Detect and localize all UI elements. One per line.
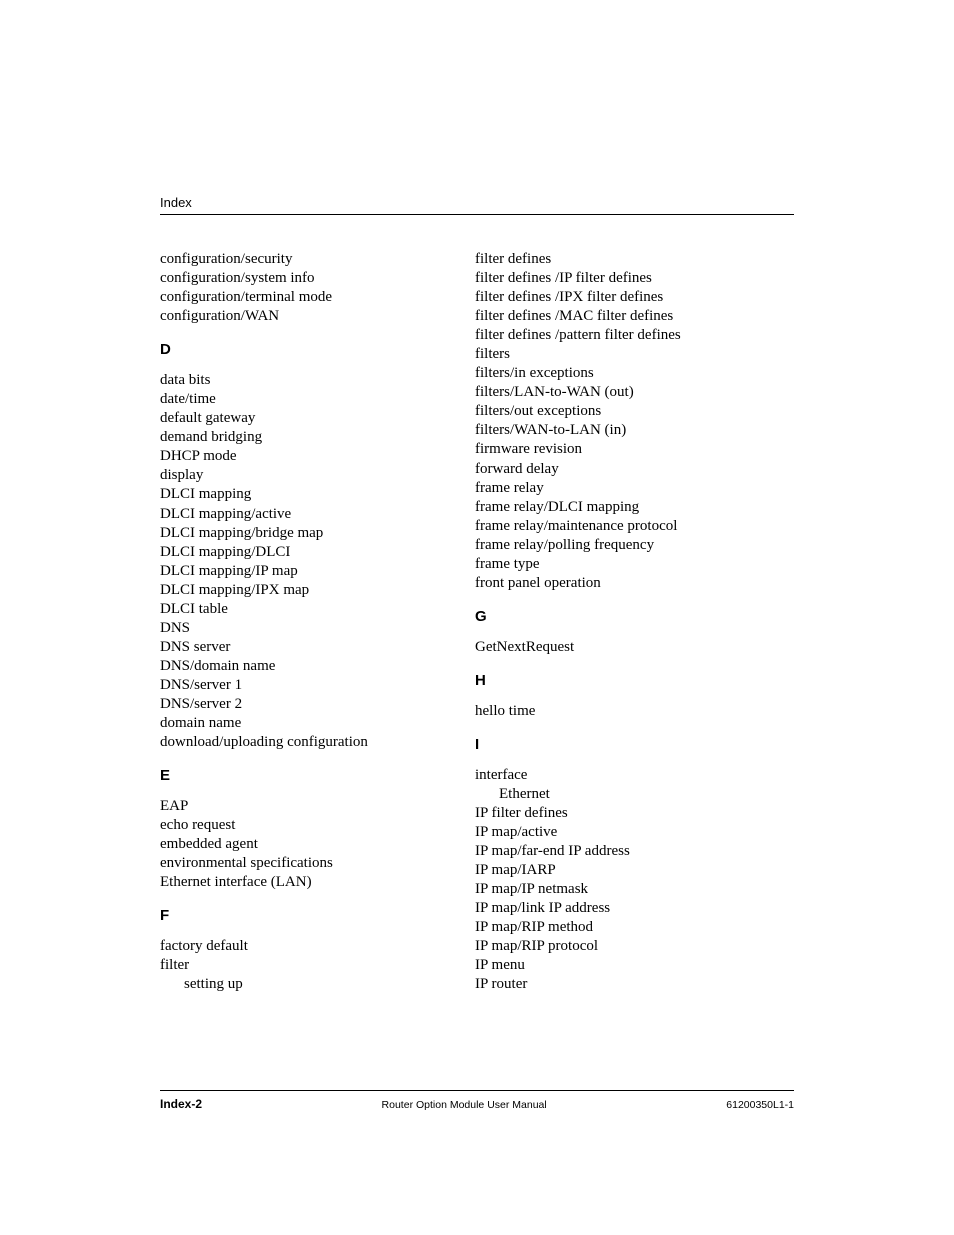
index-entry: frame relay/polling frequency	[475, 536, 780, 555]
index-entry: configuration/terminal mode	[160, 288, 465, 307]
left-column: configuration/securityconfiguration/syst…	[160, 250, 465, 995]
index-entry: IP map/far-end IP address	[475, 842, 780, 861]
index-entry: filters/in exceptions	[475, 364, 780, 383]
index-entry: filters/out exceptions	[475, 402, 780, 421]
index-entry: DLCI mapping	[160, 485, 465, 504]
index-entry: data bits	[160, 371, 465, 390]
index-entry: DNS	[160, 619, 465, 638]
index-entry: configuration/security	[160, 250, 465, 269]
index-section-letter: F	[160, 907, 465, 924]
index-entry: download/uploading configuration	[160, 733, 465, 752]
index-entry: embedded agent	[160, 835, 465, 854]
index-entry: filters/WAN-to-LAN (in)	[475, 421, 780, 440]
index-entry: filter defines /pattern filter defines	[475, 326, 780, 345]
index-entry: frame relay	[475, 479, 780, 498]
index-entry: DLCI mapping/IP map	[160, 562, 465, 581]
index-entry: frame type	[475, 555, 780, 574]
index-entry: DNS server	[160, 638, 465, 657]
index-entry: IP map/active	[475, 823, 780, 842]
footer-manual-title: Router Option Module User Manual	[202, 1099, 726, 1111]
index-entry: DLCI mapping/active	[160, 505, 465, 524]
index-entry: demand bridging	[160, 428, 465, 447]
index-entry: firmware revision	[475, 440, 780, 459]
index-entry: configuration/system info	[160, 269, 465, 288]
index-entry: IP menu	[475, 956, 780, 975]
header-label: Index	[160, 195, 794, 210]
index-entry: filter	[160, 956, 465, 975]
index-entry: setting up	[160, 975, 465, 994]
page-footer: Index-2 Router Option Module User Manual…	[160, 1090, 794, 1111]
index-entry: DNS/server 1	[160, 676, 465, 695]
index-entry: hello time	[475, 702, 780, 721]
index-entry: filter defines	[475, 250, 780, 269]
index-entry: DLCI mapping/DLCI	[160, 543, 465, 562]
index-entry: frame relay/maintenance protocol	[475, 517, 780, 536]
index-entry: echo request	[160, 816, 465, 835]
index-entry: EAP	[160, 797, 465, 816]
index-section-letter: D	[160, 341, 465, 358]
index-entry: date/time	[160, 390, 465, 409]
index-entry: display	[160, 466, 465, 485]
index-entry: IP router	[475, 975, 780, 994]
index-entry: frame relay/DLCI mapping	[475, 498, 780, 517]
index-entry: environmental specifications	[160, 854, 465, 873]
index-entry: filter defines /IP filter defines	[475, 269, 780, 288]
header-rule: Index	[160, 195, 794, 215]
index-entry: DLCI mapping/IPX map	[160, 581, 465, 600]
index-entry: GetNextRequest	[475, 638, 780, 657]
index-entry: DLCI mapping/bridge map	[160, 524, 465, 543]
index-entry: filters/LAN-to-WAN (out)	[475, 383, 780, 402]
footer-doc-number: 61200350L1-1	[726, 1099, 794, 1111]
index-entry: DHCP mode	[160, 447, 465, 466]
index-entry: Ethernet	[475, 785, 780, 804]
footer-page-number: Index-2	[160, 1097, 202, 1111]
index-entry: filters	[475, 345, 780, 364]
right-column: filter definesfilter defines /IP filter …	[475, 250, 780, 995]
index-entry: domain name	[160, 714, 465, 733]
index-section-letter: E	[160, 767, 465, 784]
index-entry: configuration/WAN	[160, 307, 465, 326]
index-entry: IP map/RIP protocol	[475, 937, 780, 956]
index-entry: DNS/domain name	[160, 657, 465, 676]
index-columns: configuration/securityconfiguration/syst…	[160, 250, 794, 995]
index-entry: IP filter defines	[475, 804, 780, 823]
index-entry: default gateway	[160, 409, 465, 428]
index-entry: IP map/RIP method	[475, 918, 780, 937]
index-entry: front panel operation	[475, 574, 780, 593]
index-entry: forward delay	[475, 460, 780, 479]
index-entry: Ethernet interface (LAN)	[160, 873, 465, 892]
index-entry: interface	[475, 766, 780, 785]
index-entry: filter defines /MAC filter defines	[475, 307, 780, 326]
page-content: Index configuration/securityconfiguratio…	[0, 0, 954, 995]
index-entry: DNS/server 2	[160, 695, 465, 714]
index-entry: IP map/IP netmask	[475, 880, 780, 899]
index-entry: factory default	[160, 937, 465, 956]
index-entry: DLCI table	[160, 600, 465, 619]
index-entry: IP map/link IP address	[475, 899, 780, 918]
index-section-letter: H	[475, 672, 780, 689]
index-section-letter: G	[475, 608, 780, 625]
index-entry: IP map/IARP	[475, 861, 780, 880]
index-entry: filter defines /IPX filter defines	[475, 288, 780, 307]
index-section-letter: I	[475, 736, 780, 753]
